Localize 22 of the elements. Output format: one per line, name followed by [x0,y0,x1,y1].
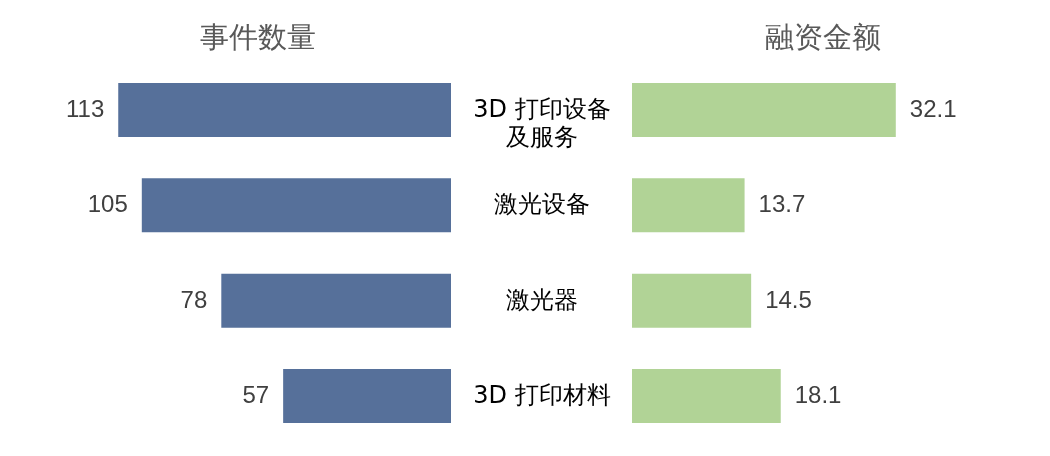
y-tick-label: 激光器 [506,285,578,314]
bar [141,178,451,233]
y-tick-label: 激光设备 [494,190,590,219]
data-label: 105 [87,190,128,218]
data-label: 13.7 [758,190,806,218]
y-tick-label: 3D 打印设备及服务 [473,95,611,152]
bar [118,83,451,138]
bar [632,178,745,233]
bar [221,273,451,328]
bar [632,368,781,423]
data-label: 78 [180,285,208,313]
bar [283,368,451,423]
data-label: 57 [242,380,270,408]
chart-title: 事件数量 [200,20,316,54]
chart-title: 融资金额 [765,20,881,54]
bar [632,273,752,328]
y-tick-label: 3D 打印材料 [473,380,611,409]
data-label: 18.1 [794,380,842,408]
data-label: 113 [65,95,105,123]
data-label: 32.1 [909,95,957,123]
bar [632,83,896,138]
data-label: 14.5 [765,285,812,313]
